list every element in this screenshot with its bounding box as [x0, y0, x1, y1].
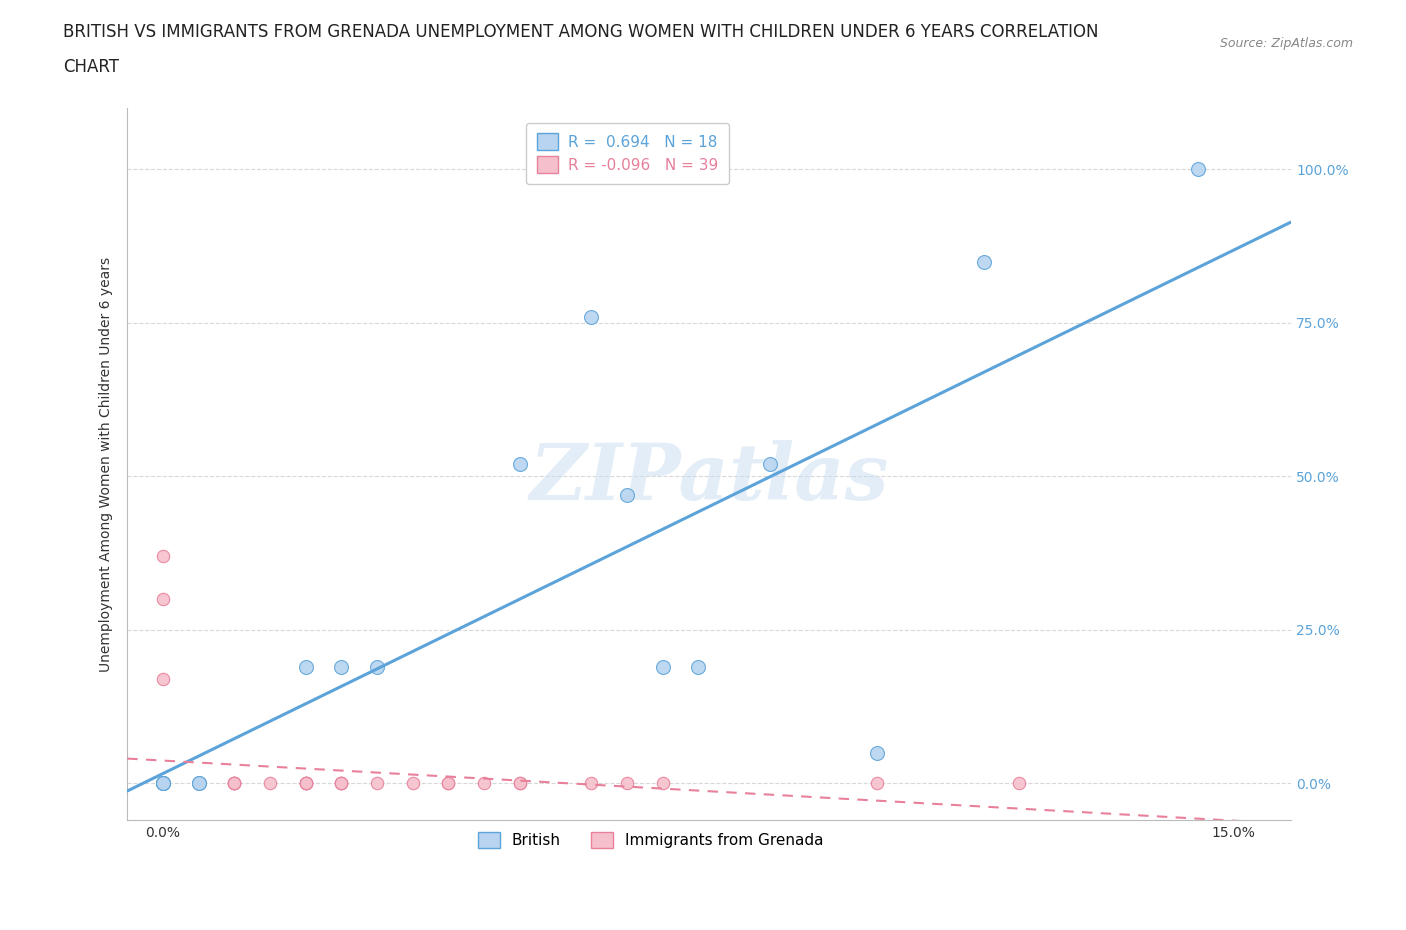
Point	[152, 671, 174, 686]
Point	[866, 776, 889, 790]
Point	[437, 776, 460, 790]
Point	[294, 776, 316, 790]
Point	[224, 776, 246, 790]
Point	[152, 776, 174, 790]
Point	[152, 776, 174, 790]
Point	[152, 776, 174, 790]
Text: ZIPatlas: ZIPatlas	[529, 440, 889, 517]
Text: Source: ZipAtlas.com: Source: ZipAtlas.com	[1219, 37, 1353, 50]
Point	[616, 776, 638, 790]
Point	[187, 776, 209, 790]
Text: CHART: CHART	[63, 58, 120, 75]
Point	[1187, 162, 1209, 177]
Point	[509, 457, 531, 472]
Point	[866, 745, 889, 760]
Point	[366, 659, 388, 674]
Point	[294, 659, 316, 674]
Point	[509, 776, 531, 790]
Point	[330, 776, 353, 790]
Point	[152, 776, 174, 790]
Point	[330, 776, 353, 790]
Point	[259, 776, 281, 790]
Point	[579, 310, 602, 325]
Point	[152, 776, 174, 790]
Point	[294, 776, 316, 790]
Point	[688, 659, 710, 674]
Point	[224, 776, 246, 790]
Point	[187, 776, 209, 790]
Point	[651, 659, 673, 674]
Point	[579, 776, 602, 790]
Point	[152, 549, 174, 564]
Point	[152, 776, 174, 790]
Point	[330, 776, 353, 790]
Point	[152, 776, 174, 790]
Point	[187, 776, 209, 790]
Text: BRITISH VS IMMIGRANTS FROM GRENADA UNEMPLOYMENT AMONG WOMEN WITH CHILDREN UNDER : BRITISH VS IMMIGRANTS FROM GRENADA UNEMP…	[63, 23, 1098, 41]
Point	[152, 776, 174, 790]
Point	[224, 776, 246, 790]
Y-axis label: Unemployment Among Women with Children Under 6 years: Unemployment Among Women with Children U…	[100, 257, 114, 671]
Point	[330, 659, 353, 674]
Point	[187, 776, 209, 790]
Point	[437, 776, 460, 790]
Legend: British, Immigrants from Grenada: British, Immigrants from Grenada	[467, 821, 834, 859]
Point	[366, 776, 388, 790]
Point	[224, 776, 246, 790]
Point	[758, 457, 780, 472]
Point	[152, 591, 174, 606]
Point	[509, 776, 531, 790]
Point	[187, 776, 209, 790]
Point	[187, 776, 209, 790]
Point	[402, 776, 425, 790]
Point	[294, 776, 316, 790]
Point	[973, 254, 995, 269]
Point	[616, 487, 638, 502]
Point	[152, 776, 174, 790]
Point	[294, 776, 316, 790]
Point	[152, 776, 174, 790]
Point	[472, 776, 495, 790]
Point	[1008, 776, 1031, 790]
Point	[152, 776, 174, 790]
Point	[651, 776, 673, 790]
Point	[187, 776, 209, 790]
